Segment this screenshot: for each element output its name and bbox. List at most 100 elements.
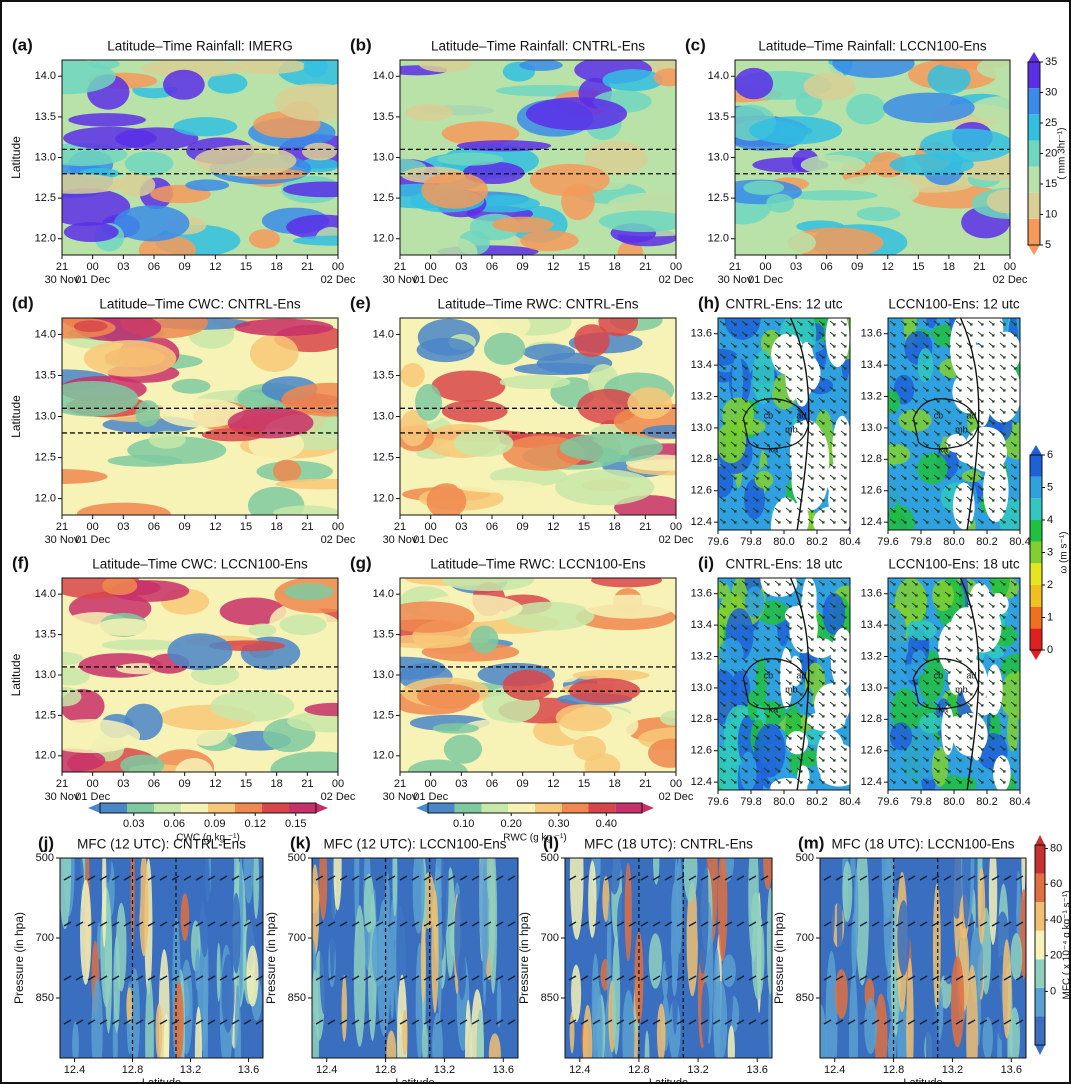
flux-vector [979, 921, 988, 927]
wind-vector [719, 463, 726, 469]
colorbar-tick-label: 60 [1050, 878, 1062, 890]
field-patch [73, 320, 108, 333]
field-patch [894, 578, 928, 626]
flux-vector [495, 875, 504, 881]
wind-vector [999, 507, 1006, 513]
field-patch [588, 860, 597, 938]
wind-vector [785, 485, 792, 491]
field-patch [846, 93, 886, 125]
flux-vector [399, 1019, 408, 1025]
wind-vector [944, 624, 951, 630]
wind-vector [955, 342, 962, 348]
wind-vector [889, 463, 896, 469]
field-patch [62, 173, 124, 194]
flux-vector [847, 921, 856, 927]
wind-vector [796, 353, 803, 359]
field-patch [1012, 858, 1018, 920]
wind-vector [818, 507, 825, 513]
wind-vector [829, 452, 836, 458]
wind-vector [999, 767, 1006, 773]
flux-vector [363, 875, 372, 881]
x-axis-label: Latitude [395, 1077, 434, 1084]
x-tick-label: 12 [547, 521, 559, 533]
wind-vector [719, 353, 726, 359]
field-patch [883, 92, 975, 123]
x-date-label: 30 Nov [45, 791, 80, 803]
wind-vector [752, 408, 759, 414]
field-patch [701, 981, 710, 1049]
flux-vector [700, 1019, 709, 1025]
field-patch [599, 210, 676, 233]
flux-vector [183, 1019, 192, 1025]
wind-vector [796, 375, 803, 381]
colorbar-tick-label: 0 [1047, 644, 1053, 656]
wind-vector [730, 408, 737, 414]
x-tick-label: 12.8 [375, 1064, 396, 1076]
panel-label: (f) [12, 553, 29, 572]
wind-vector [933, 734, 940, 740]
field-patch [648, 933, 663, 989]
field-patch [62, 667, 90, 686]
wind-vector [911, 745, 918, 751]
panel-label: (e) [350, 293, 371, 312]
place-label: mb [955, 685, 968, 695]
wind-vector [818, 474, 825, 480]
field-patch [341, 975, 348, 1042]
y-tick-label: 12.8 [861, 713, 882, 725]
wind-vector [933, 602, 940, 608]
wind-vector [752, 756, 759, 762]
wind-vector [752, 635, 759, 641]
y-tick-label: 13.0 [861, 682, 882, 694]
field-patch [1010, 933, 1023, 981]
flux-vector [63, 975, 72, 981]
wind-vector [922, 375, 929, 381]
wind-vector [807, 342, 814, 348]
flux-vector [327, 921, 336, 927]
wind-vector [1010, 485, 1017, 491]
flux-vector [991, 875, 1000, 881]
flux-vector [967, 921, 976, 927]
wind-vector [763, 690, 770, 696]
field-patch [718, 747, 731, 782]
wind-vector [763, 474, 770, 480]
wind-vector [807, 624, 814, 630]
wind-vector [933, 485, 940, 491]
wind-vector [889, 452, 896, 458]
flux-vector [471, 921, 480, 927]
flux-vector [495, 975, 504, 981]
field-patch [561, 183, 595, 221]
flux-vector [75, 921, 84, 927]
field-patch [1007, 710, 1019, 752]
colorbar-tick-label: 1 [1047, 611, 1053, 623]
y-axis-label: Latitude [9, 653, 23, 696]
wind-vector [752, 474, 759, 480]
wind-vector [944, 320, 951, 326]
wind-vector [922, 419, 929, 425]
field-patch [932, 883, 941, 1010]
flux-vector [724, 875, 733, 881]
wind-vector [774, 756, 781, 762]
wind-vector [999, 408, 1006, 414]
wind-vector [741, 756, 748, 762]
wind-vector [988, 441, 995, 447]
y-tick-label: 13.5 [35, 111, 56, 123]
flux-vector [931, 875, 940, 881]
wind-vector [763, 767, 770, 773]
flux-vector [1003, 1019, 1012, 1025]
wind-vector [840, 485, 847, 491]
flux-vector [907, 875, 916, 881]
wind-vector [999, 591, 1006, 597]
colorbar-segment [100, 803, 127, 813]
wind-vector [719, 679, 726, 685]
flux-vector [159, 1019, 168, 1025]
flux-vector [919, 875, 928, 881]
wind-vector [955, 778, 962, 784]
colorbar-tick-label: 0.15 [285, 818, 306, 830]
field-patch [627, 387, 673, 420]
wind-vector [818, 690, 825, 696]
wind-vector [955, 485, 962, 491]
wind-vector [785, 364, 792, 370]
flux-vector [700, 921, 709, 927]
wind-vector [1010, 386, 1017, 392]
wind-vector [955, 430, 962, 436]
